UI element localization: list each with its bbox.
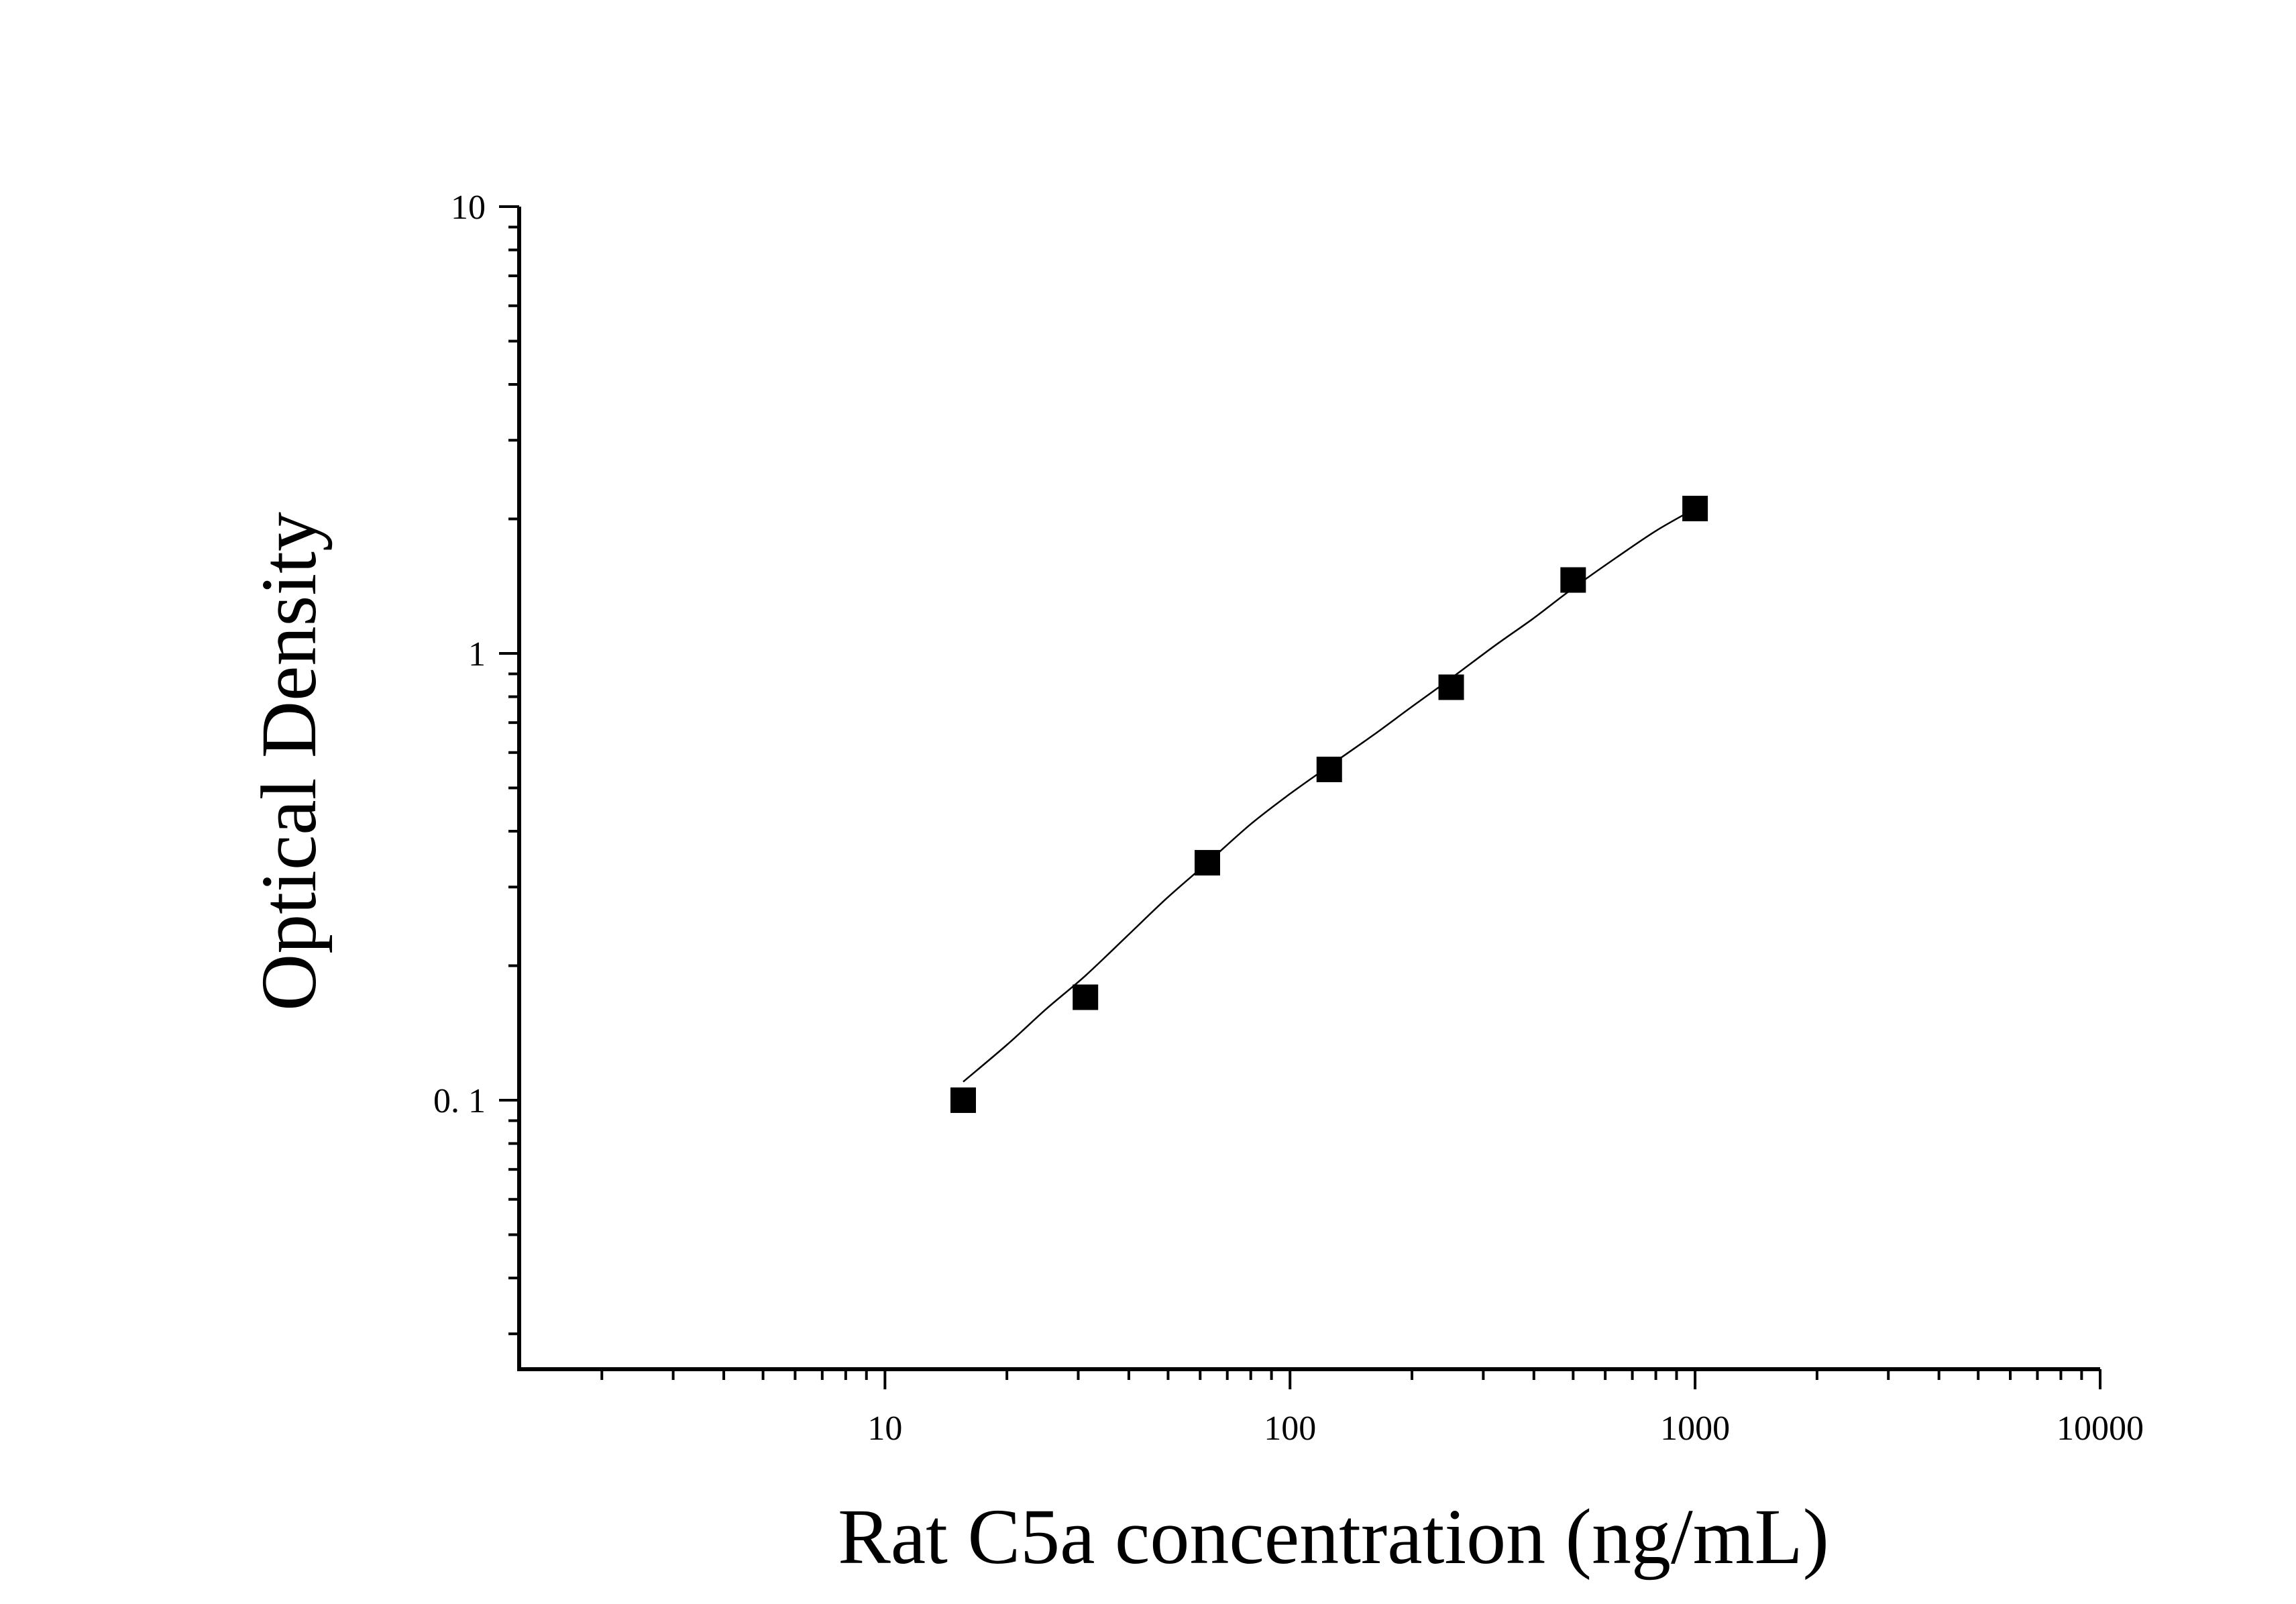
data-markers (950, 496, 1708, 1114)
y-tick-label: 1 (468, 635, 486, 674)
data-point-marker (1682, 496, 1708, 522)
data-point-marker (950, 1087, 976, 1114)
x-tick-labels: 10 100 1000 10000 (867, 1409, 2144, 1448)
y-axis-title: Optical Density (245, 512, 333, 1011)
data-point-marker (1560, 567, 1586, 593)
x-tick-label: 100 (1264, 1409, 1316, 1448)
y-tick-label: 0. 1 (433, 1082, 486, 1120)
data-point-marker (1073, 984, 1099, 1010)
y-tick-labels: 0. 1 1 10 (433, 189, 486, 1120)
x-tick-label: 10 (867, 1409, 902, 1448)
x-axis-title: Rat C5a concentration (ng/mL) (838, 1493, 1829, 1581)
x-tick-label: 10000 (2057, 1409, 2144, 1448)
x-tick-label: 1000 (1660, 1409, 1730, 1448)
y-tick-label: 10 (451, 189, 486, 227)
data-point-marker (1316, 756, 1342, 782)
data-point-marker (1194, 850, 1220, 876)
major-ticks (499, 205, 2101, 1389)
data-point-marker (1438, 674, 1464, 700)
